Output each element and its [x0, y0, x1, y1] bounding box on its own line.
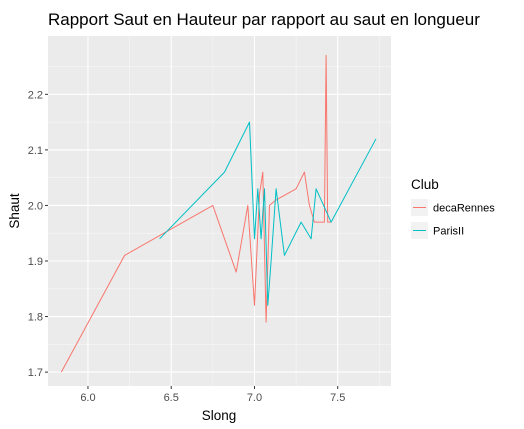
- x-axis-title: Slong: [202, 408, 237, 423]
- x-tick-label: 6.0: [80, 392, 95, 404]
- y-tick-label: 2.1: [28, 145, 43, 157]
- y-tick-label: 2.0: [28, 200, 43, 212]
- x-tick-label: 7.5: [330, 392, 345, 404]
- chart-title: Rapport Saut en Hauteur par rapport au s…: [48, 10, 480, 29]
- y-tick-label: 1.8: [28, 312, 43, 324]
- plot-panel: [48, 36, 391, 386]
- legend-title: Club: [411, 177, 439, 192]
- legend-label: ParisII: [433, 226, 464, 238]
- x-tick-label: 7.0: [247, 392, 262, 404]
- legend-items: decaRennes ParisII: [411, 199, 495, 239]
- y-tick-label: 1.7: [28, 367, 43, 379]
- legend: Club decaRennes ParisII: [411, 177, 495, 239]
- y-tick-label: 2.2: [28, 89, 43, 101]
- x-tick-label: 6.5: [164, 392, 179, 404]
- y-tick-label: 1.9: [28, 256, 43, 268]
- y-axis-title: Shaut: [7, 193, 22, 229]
- legend-label: decaRennes: [433, 203, 495, 215]
